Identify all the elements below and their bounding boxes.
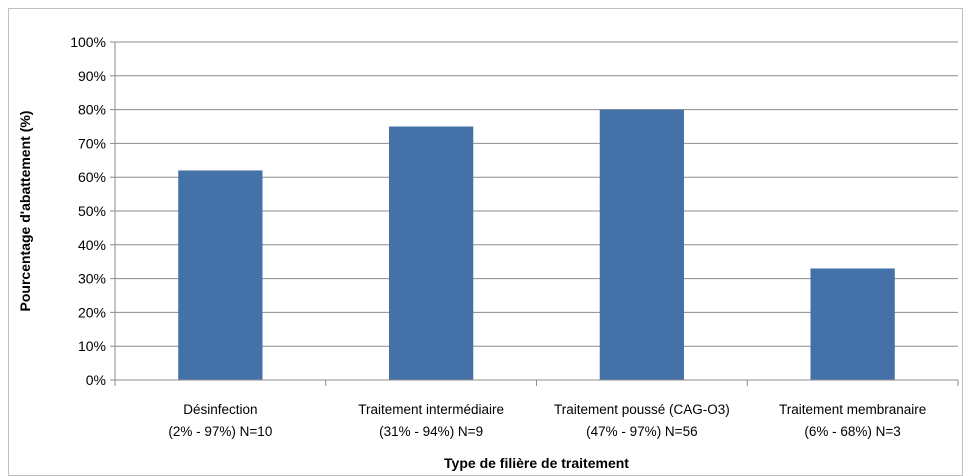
x-axis-title: Type de filière de traitement [444,455,629,471]
y-tick-label: 70% [78,135,106,151]
category-labels: Désinfection (2% - 97%) N=10 Traitement in… [168,402,926,439]
chart-frame [8,8,963,476]
y-tick-label: 100% [70,34,106,50]
y-tick-label: 20% [78,304,106,320]
x-category-label: (31% - 94%) N=9 [379,424,483,439]
y-tick-label: 30% [78,271,106,287]
y-tick-label: 0% [86,372,106,388]
x-category-label: Traitement poussé (CAG-O3) [554,402,730,417]
y-tick-label: 90% [78,68,106,84]
y-tick-label: 80% [78,102,106,118]
x-category-label: (47% - 97%) N=56 [586,424,697,439]
bar [388,126,474,380]
x-category-label: Traitement membranaire [779,402,926,417]
y-tick-label: 60% [78,169,106,185]
y-axis-title: Pourcentage d'abattement (%) [17,111,33,312]
bar [178,170,263,380]
y-tick-labels: 0% 10% 20% 30% 40% 50% 60% 70% 80% 90% 100% [70,34,106,388]
bars [178,109,895,380]
bar [810,268,895,380]
x-category-label: Désinfection [183,402,257,417]
y-tick-label: 40% [78,237,106,253]
x-category-label: Traitement intermédiaire [358,402,504,417]
x-category-label: (6% - 68%) N=3 [804,424,900,439]
x-category-label: (2% - 97%) N=10 [168,424,272,439]
bar [599,109,685,380]
y-tick-label: 10% [78,338,106,354]
y-tick-label: 50% [78,203,106,219]
axes [110,41,959,386]
